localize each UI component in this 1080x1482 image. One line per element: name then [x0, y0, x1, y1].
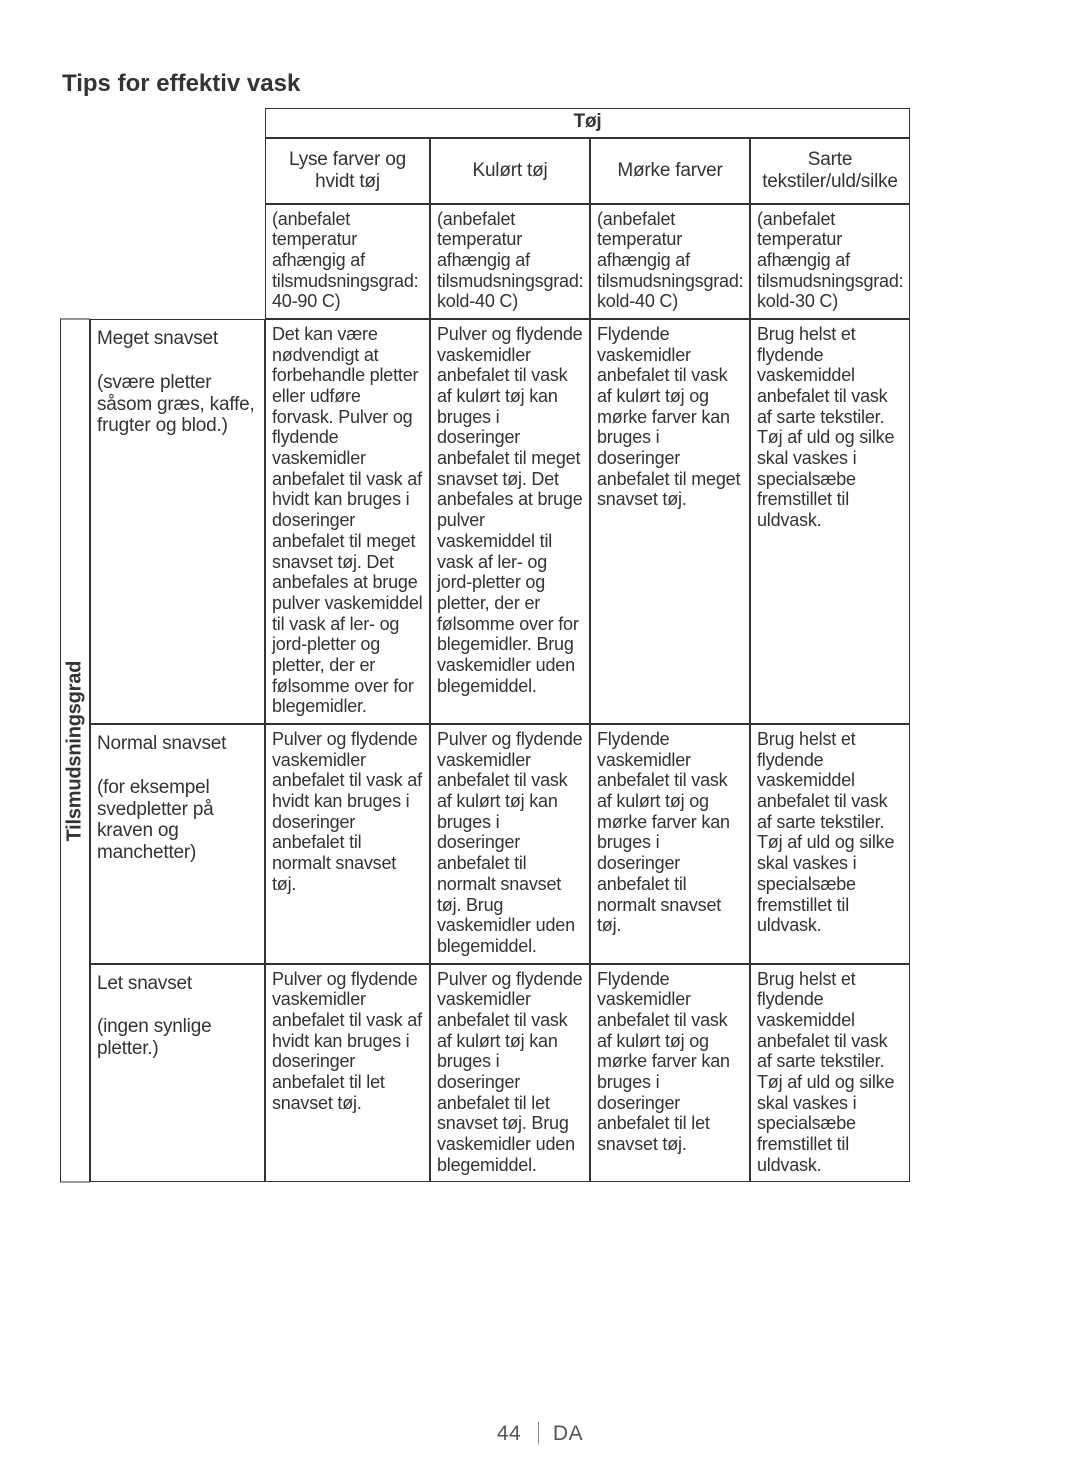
column-subheader: (anbefalet temperatur afhængig af tilsmu…: [265, 204, 430, 319]
side-label: Tilsmudsningsgrad: [60, 319, 90, 1183]
spacer: [90, 138, 265, 204]
table-cell: Pulver og flydende vaskemidler anbefalet…: [265, 724, 430, 964]
spacer: [90, 108, 265, 138]
column-group-header: Tøj: [265, 108, 910, 138]
table-cell: Pulver og flydende vaskemidler anbefalet…: [430, 319, 590, 724]
column-header: Lyse farver og hvidt tøj: [265, 138, 430, 204]
row-header-rest: (for eksempel svedpletter på kraven og m…: [97, 777, 214, 864]
table-cell: Brug helst et flydende vaskemiddel anbef…: [750, 964, 910, 1183]
row-header-rest: (ingen synlige pletter.): [97, 1016, 211, 1059]
column-subheader: (anbefalet temperatur afhængig af tilsmu…: [430, 204, 590, 319]
row-header-rest: (svære pletter såsom græs, kaffe, frugte…: [97, 372, 255, 437]
table-cell: Brug helst et flydende vaskemiddel anbef…: [750, 724, 910, 964]
column-subheader: (anbefalet temperatur afhængig af tilsmu…: [590, 204, 750, 319]
table-cell: Pulver og flydende vaskemidler anbefalet…: [430, 964, 590, 1183]
spacer: [60, 204, 90, 319]
row-header-lead: Let snavset: [97, 973, 192, 994]
column-subheader: (anbefalet temperatur afhængig af tilsmu…: [750, 204, 910, 319]
column-header: Kulørt tøj: [430, 138, 590, 204]
table-cell: Pulver og flydende vaskemidler anbefalet…: [265, 964, 430, 1183]
table-cell: Det kan være nødvendigt at forbehandle p…: [265, 319, 430, 724]
footer-separator: [538, 1422, 539, 1444]
row-header-lead: Meget snavset: [97, 328, 218, 349]
spacer: [60, 138, 90, 204]
page: Tips for effektiv vask Tøj Lyse farver o…: [0, 0, 1080, 1482]
page-title: Tips for effektiv vask: [62, 70, 1020, 98]
page-language: DA: [553, 1422, 583, 1445]
spacer: [60, 108, 90, 138]
page-footer: 44 DA: [0, 1422, 1080, 1446]
row-header: Meget snavset (svære pletter såsom græs,…: [90, 319, 265, 724]
page-number: 44: [497, 1422, 521, 1445]
row-header: Normal snavset (for eksempel svedpletter…: [90, 724, 265, 964]
row-header: Let snavset (ingen synlige pletter.): [90, 964, 265, 1183]
table-cell: Pulver og flydende vaskemidler anbefalet…: [430, 724, 590, 964]
wash-tips-table: Tøj Lyse farver og hvidt tøj Kulørt tøj …: [60, 108, 1020, 1182]
row-header-lead: Normal snavset: [97, 733, 226, 754]
table-cell: Flydende vaskemidler anbefalet til vask …: [590, 724, 750, 964]
column-header: Sarte tekstiler/uld/silke: [750, 138, 910, 204]
column-header: Mørke farver: [590, 138, 750, 204]
spacer: [90, 204, 265, 319]
table-cell: Flydende vaskemidler anbefalet til vask …: [590, 319, 750, 724]
table-cell: Flydende vaskemidler anbefalet til vask …: [590, 964, 750, 1183]
table-cell: Brug helst et flydende vaskemiddel anbef…: [750, 319, 910, 724]
